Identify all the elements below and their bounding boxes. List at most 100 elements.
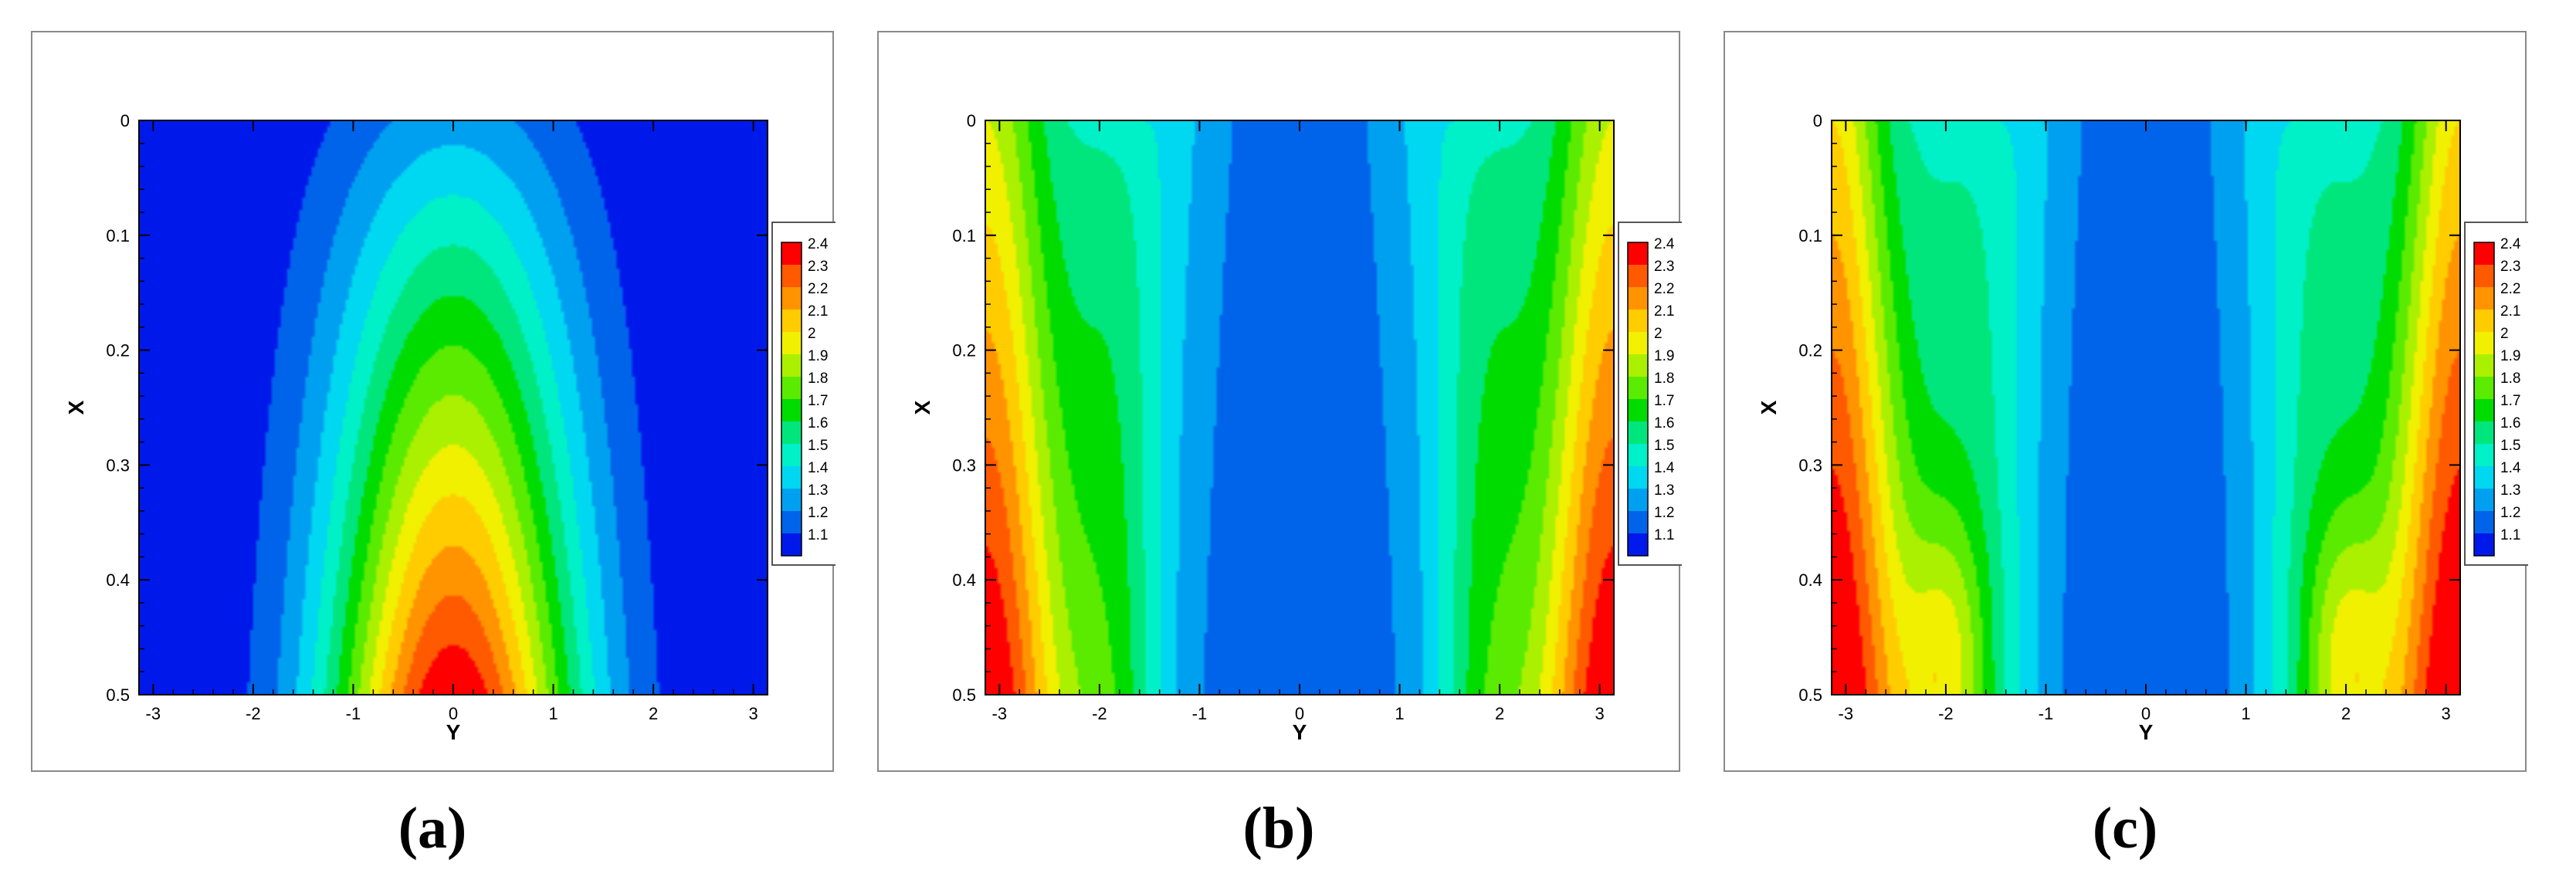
- legend-label: 2.1: [2500, 303, 2520, 320]
- x-tick-label: 1: [1395, 704, 1404, 723]
- legend-swatch: [1628, 287, 1648, 310]
- legend-label: 1.8: [1654, 371, 1674, 387]
- legend-label: 2.3: [808, 259, 828, 275]
- y-tick-label: 0: [967, 111, 976, 130]
- legend-swatch: [2474, 242, 2494, 265]
- legend-swatch: [781, 265, 802, 287]
- legend-bar-frame: [781, 242, 802, 557]
- y-axis-label: X: [64, 400, 88, 415]
- legend-swatch: [2474, 265, 2494, 287]
- legend-label: 1.6: [1654, 415, 1674, 431]
- legend-label: 2.1: [1654, 303, 1674, 320]
- legend-label: 1.6: [808, 415, 828, 431]
- y-tick-label: 0.4: [952, 570, 976, 590]
- legend-swatch: [1628, 265, 1648, 287]
- legend-label: 1.1: [808, 527, 828, 543]
- caption-a: (a): [398, 796, 467, 861]
- x-tick-label: 1: [548, 704, 558, 723]
- x-tick-label: -2: [1938, 704, 1954, 723]
- legend-swatch: [1628, 332, 1648, 354]
- color-legend: 2.4 2.3 2.2 2.1 2 1.9 1.8 1.7 1.6 1.5 1.4 1.3 1.2 1.1: [2464, 222, 2528, 566]
- x-tick-label: -1: [346, 704, 361, 723]
- legend-swatch: [781, 444, 802, 466]
- legend-label: 2.2: [1654, 281, 1674, 297]
- legend-swatch: [781, 489, 802, 511]
- x-tick-label: -3: [992, 704, 1008, 723]
- legend-swatch: [2474, 332, 2494, 354]
- contour-field: [1832, 120, 2460, 695]
- legend-swatch: [1628, 511, 1648, 533]
- legend-bar-frame: [2473, 242, 2495, 557]
- legend-label: 1.9: [808, 348, 828, 364]
- legend-label: 2.1: [808, 303, 828, 320]
- x-tick-label: 3: [1595, 704, 1605, 723]
- legend-bar-frame: [1627, 242, 1649, 557]
- x-tick-label: 3: [749, 704, 758, 723]
- y-tick-label: 0.1: [106, 226, 130, 245]
- legend-label: 1.7: [2500, 393, 2520, 409]
- legend-label: 1.6: [2500, 415, 2520, 431]
- legend-swatch: [1628, 489, 1648, 511]
- contour-panel-c: -3 -2 -1 0 1 2 3 0 0.1 0.2 0.3 0.4 0.5 Y X 2.4 2.3 2.2 2.1…: [1724, 31, 2528, 772]
- legend-label: 1.4: [2500, 460, 2521, 476]
- legend-label: 1.1: [1654, 527, 1674, 543]
- legend-swatch: [2474, 377, 2494, 399]
- legend-label: 2.2: [2500, 281, 2520, 297]
- x-tick-label: -1: [1192, 704, 1208, 723]
- x-tick-label: 2: [2341, 704, 2351, 723]
- legend-swatch: [781, 354, 802, 377]
- y-tick-label: 0.3: [952, 455, 976, 475]
- legend-label: 1.8: [2500, 371, 2520, 387]
- legend-swatch: [781, 287, 802, 310]
- legend-swatch: [2474, 354, 2494, 377]
- legend-label: 1.4: [1654, 460, 1675, 476]
- legend-swatch: [2474, 489, 2494, 511]
- y-tick-label: 0.5: [1798, 685, 1822, 705]
- legend-swatch: [1628, 377, 1648, 399]
- x-tick-label: 0: [2141, 704, 2151, 723]
- legend-swatch: [2474, 444, 2494, 466]
- legend-swatch: [1628, 242, 1648, 265]
- x-axis-label: Y: [2139, 720, 2154, 744]
- contour-field: [985, 120, 1614, 695]
- x-tick-label: -3: [1839, 704, 1854, 723]
- y-tick-label: 0: [120, 111, 130, 130]
- y-tick-label: 0.2: [106, 341, 130, 360]
- y-axis-label: X: [1757, 400, 1781, 415]
- legend-label: 2.4: [1654, 236, 1675, 252]
- y-tick-label: 0.5: [952, 685, 976, 705]
- legend-swatch: [2474, 511, 2494, 533]
- y-tick-label: 0.2: [952, 341, 976, 360]
- legend-label: 1.8: [808, 371, 828, 387]
- legend-label: 2.4: [2500, 236, 2521, 252]
- y-tick-label: 0.5: [106, 685, 130, 705]
- legend-swatch: [781, 533, 802, 556]
- contour-field: [139, 120, 768, 695]
- legend-swatch: [1628, 466, 1648, 489]
- legend-swatch: [2474, 466, 2494, 489]
- y-tick-label: 0.4: [106, 570, 130, 590]
- y-tick-label: 0.3: [106, 455, 130, 475]
- legend-label: 2.2: [808, 281, 828, 297]
- legend-label: 1.7: [808, 393, 828, 409]
- legend-swatch: [1628, 421, 1648, 444]
- x-tick-label: -2: [1092, 704, 1107, 723]
- y-tick-label: 0.1: [952, 226, 976, 245]
- x-tick-label: -2: [246, 704, 261, 723]
- y-axis-label: X: [910, 400, 934, 415]
- legend-label: 2: [808, 326, 816, 342]
- legend-swatch: [2474, 421, 2494, 444]
- x-tick-label: -1: [2039, 704, 2054, 723]
- x-tick-label: 0: [1295, 704, 1304, 723]
- legend-label: 1.2: [1654, 505, 1674, 521]
- x-axis-label: Y: [1293, 720, 1307, 744]
- color-legend: 2.4 2.3 2.2 2.1 2 1.9 1.8 1.7 1.6 1.5 1.4 1.3 1.2 1.1: [1618, 222, 1682, 566]
- x-axis-label: Y: [446, 720, 461, 744]
- legend-label: 2.3: [2500, 259, 2520, 275]
- legend-swatch: [1628, 310, 1648, 332]
- legend-label: 1.5: [808, 438, 828, 454]
- x-tick-label: 1: [2241, 704, 2250, 723]
- legend-swatch: [781, 399, 802, 421]
- legend-label: 1.3: [2500, 482, 2520, 499]
- legend-swatch: [781, 511, 802, 533]
